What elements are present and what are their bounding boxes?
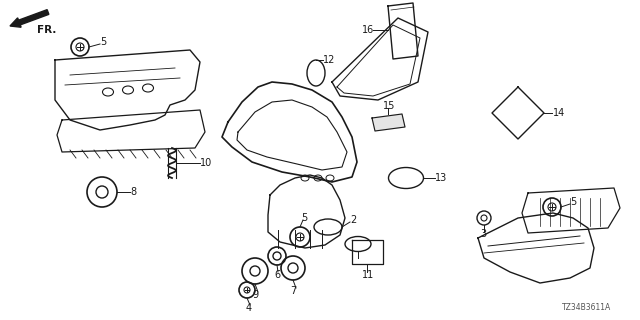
Text: 3: 3 (480, 229, 486, 239)
FancyArrow shape (10, 10, 49, 27)
Text: 6: 6 (274, 270, 280, 280)
Text: TZ34B3611A: TZ34B3611A (562, 303, 611, 312)
Text: 13: 13 (435, 173, 447, 183)
Text: 16: 16 (362, 25, 374, 35)
Text: 5: 5 (301, 213, 307, 223)
Text: 15: 15 (383, 101, 396, 111)
Text: 2: 2 (350, 215, 356, 225)
Text: 4: 4 (246, 303, 252, 313)
Polygon shape (372, 114, 405, 131)
Text: 10: 10 (200, 158, 212, 168)
Text: 12: 12 (323, 55, 335, 65)
Text: 8: 8 (130, 187, 136, 197)
Text: 7: 7 (290, 286, 296, 296)
Text: 5: 5 (100, 37, 106, 47)
Text: 11: 11 (362, 270, 374, 280)
Text: 5: 5 (570, 197, 576, 207)
Text: 14: 14 (553, 108, 565, 118)
Text: 9: 9 (252, 290, 258, 300)
Text: FR.: FR. (37, 25, 56, 35)
